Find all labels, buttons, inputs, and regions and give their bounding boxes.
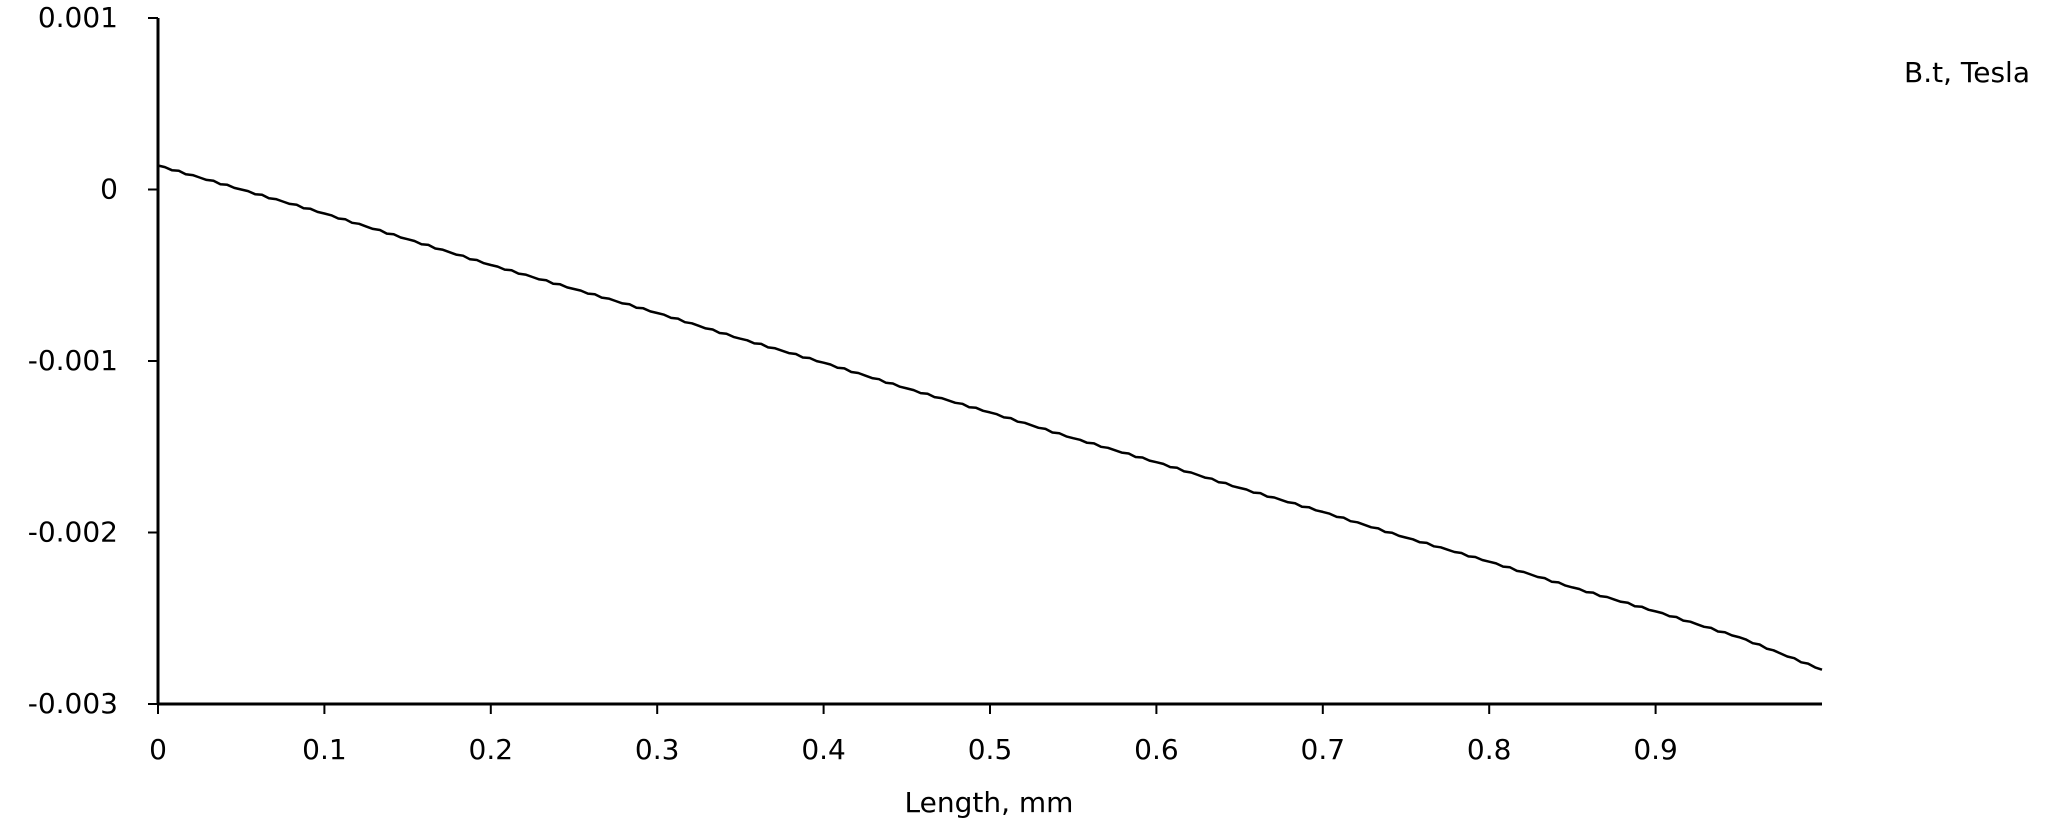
y-tick-label: 0 — [100, 173, 118, 206]
x-tick-label: 0.2 — [469, 733, 514, 766]
x-tick-label: 0.8 — [1467, 733, 1512, 766]
series-line — [157, 164, 1823, 671]
x-axis-title: Length, mm — [905, 786, 1074, 818]
y-axis-ticks: 0.001 0 -0.001 -0.002 -0.003 — [28, 1, 158, 720]
y-tick-label: 0.001 — [38, 1, 118, 34]
x-tick-label: 0.5 — [968, 733, 1013, 766]
y-tick-label: -0.003 — [28, 687, 118, 720]
y-tick-label: -0.002 — [28, 516, 118, 549]
x-tick-label: 0.6 — [1134, 733, 1179, 766]
x-tick-label: 0 — [149, 733, 167, 766]
x-tick-label: 0.1 — [302, 733, 347, 766]
x-tick-label: 0.3 — [635, 733, 680, 766]
x-tick-label: 0.7 — [1301, 733, 1346, 766]
x-tick-label: 0.9 — [1633, 733, 1678, 766]
x-axis-ticks: 0 0.1 0.2 0.3 0.4 0.5 0.6 0.7 0.8 0.9 — [149, 704, 1678, 766]
y-tick-label: -0.001 — [28, 344, 118, 377]
x-tick-label: 0.4 — [801, 733, 846, 766]
series-annotation: B.t, Tesla — [1904, 56, 2030, 89]
